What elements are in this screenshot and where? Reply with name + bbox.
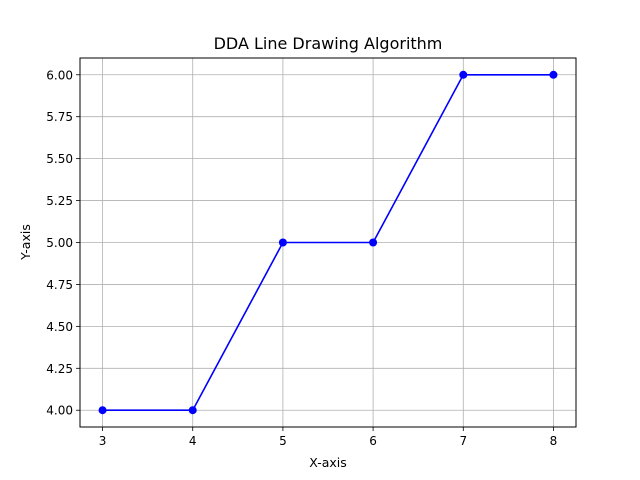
- y-tick-label: 4.75: [46, 278, 73, 292]
- x-axis-label: X-axis: [309, 455, 347, 470]
- x-tick-label: 6: [369, 434, 377, 448]
- y-tick-label: 4.25: [46, 362, 73, 376]
- data-point: [459, 70, 468, 79]
- grid-lines: [80, 58, 576, 427]
- y-tick-label: 6.00: [46, 68, 73, 82]
- data-point: [98, 406, 107, 415]
- data-point: [278, 238, 287, 247]
- x-tick-label: 4: [189, 434, 197, 448]
- x-tick-label: 8: [550, 434, 558, 448]
- y-axis-label: Y-axis: [18, 224, 33, 261]
- series-line: [102, 73, 554, 412]
- data-point: [549, 70, 558, 79]
- data-series: [98, 70, 558, 415]
- y-tick-label: 5.00: [46, 236, 73, 250]
- x-tick-label: 7: [459, 434, 467, 448]
- y-tick-label: 5.25: [46, 194, 73, 208]
- x-axis-ticks: 3 4 5 6 7 8: [99, 427, 558, 448]
- x-tick-label: 3: [99, 434, 107, 448]
- chart-title: DDA Line Drawing Algorithm: [214, 34, 443, 53]
- y-tick-label: 5.50: [46, 152, 73, 166]
- data-point: [188, 406, 197, 415]
- y-tick-label: 5.75: [46, 110, 73, 124]
- data-point: [369, 238, 378, 247]
- y-tick-label: 4.00: [46, 404, 73, 418]
- y-tick-label: 4.50: [46, 320, 73, 334]
- x-tick-label: 5: [279, 434, 287, 448]
- y-axis-ticks: 4.00 4.25 4.50 4.75 5.00 5.25 5.50 5.75 6.00: [46, 68, 80, 418]
